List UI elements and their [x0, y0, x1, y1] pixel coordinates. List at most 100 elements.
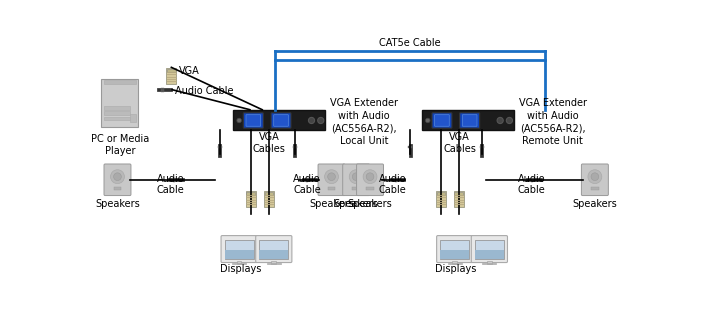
FancyBboxPatch shape: [581, 164, 608, 196]
Text: Audio Cable: Audio Cable: [175, 86, 234, 96]
Bar: [167, 69, 175, 72]
Bar: [246, 192, 255, 195]
FancyBboxPatch shape: [256, 236, 292, 262]
Circle shape: [308, 117, 315, 123]
Bar: [390, 178, 405, 181]
Bar: [104, 81, 136, 84]
Bar: [265, 192, 273, 195]
FancyBboxPatch shape: [437, 236, 473, 262]
FancyBboxPatch shape: [233, 110, 325, 131]
Bar: [168, 178, 184, 181]
Circle shape: [237, 118, 241, 123]
Circle shape: [114, 173, 121, 181]
FancyBboxPatch shape: [459, 113, 480, 128]
Circle shape: [591, 173, 599, 181]
Circle shape: [111, 170, 124, 183]
Text: Audio
Cable: Audio Cable: [518, 174, 545, 195]
Text: Displays: Displays: [220, 264, 261, 275]
Bar: [454, 192, 463, 195]
Circle shape: [497, 117, 503, 123]
Bar: [366, 187, 374, 190]
Bar: [114, 187, 121, 190]
Bar: [104, 106, 130, 110]
Text: Audio
Cable: Audio Cable: [293, 174, 321, 195]
FancyBboxPatch shape: [475, 250, 504, 259]
Bar: [104, 117, 130, 120]
Bar: [395, 178, 397, 182]
Bar: [480, 144, 484, 157]
FancyBboxPatch shape: [224, 240, 253, 259]
Bar: [480, 146, 484, 148]
FancyBboxPatch shape: [166, 68, 176, 84]
FancyBboxPatch shape: [221, 236, 257, 262]
FancyBboxPatch shape: [104, 164, 131, 196]
Bar: [487, 261, 492, 264]
Text: Audio
Cable: Audio Cable: [157, 174, 185, 195]
FancyBboxPatch shape: [436, 191, 446, 207]
Bar: [408, 146, 412, 148]
FancyBboxPatch shape: [475, 240, 504, 259]
Circle shape: [328, 173, 335, 181]
Bar: [267, 263, 280, 264]
Text: CAT5e Cable: CAT5e Cable: [379, 38, 441, 48]
Bar: [531, 178, 533, 182]
Bar: [130, 114, 136, 122]
Bar: [232, 263, 246, 264]
Circle shape: [366, 173, 374, 181]
Text: VGA Extender
with Audio
(AC556A-R2),
Remote Unit: VGA Extender with Audio (AC556A-R2), Rem…: [518, 98, 586, 146]
Circle shape: [363, 170, 377, 183]
Bar: [591, 187, 599, 190]
Circle shape: [317, 117, 324, 123]
FancyBboxPatch shape: [259, 240, 288, 259]
Bar: [157, 88, 172, 91]
Bar: [408, 144, 412, 157]
FancyBboxPatch shape: [454, 191, 464, 207]
Bar: [104, 111, 130, 115]
Text: PC or Media
Player: PC or Media Player: [91, 134, 149, 156]
FancyBboxPatch shape: [274, 115, 288, 126]
Bar: [302, 178, 317, 181]
FancyBboxPatch shape: [246, 115, 261, 126]
Circle shape: [588, 170, 602, 183]
Bar: [161, 88, 164, 92]
FancyBboxPatch shape: [271, 113, 291, 128]
Circle shape: [349, 170, 363, 183]
Circle shape: [352, 173, 360, 181]
Bar: [437, 192, 445, 195]
Bar: [237, 261, 241, 264]
Bar: [173, 178, 175, 182]
Text: Speakers: Speakers: [348, 199, 393, 209]
FancyBboxPatch shape: [422, 110, 514, 131]
Text: Speakers: Speakers: [334, 199, 378, 209]
Text: VGA
Cables: VGA Cables: [443, 132, 476, 154]
FancyBboxPatch shape: [440, 240, 469, 259]
FancyBboxPatch shape: [432, 113, 452, 128]
Circle shape: [324, 170, 339, 183]
Bar: [352, 187, 360, 190]
Text: Speakers: Speakers: [95, 199, 140, 209]
Bar: [448, 263, 462, 264]
Bar: [218, 146, 222, 148]
FancyBboxPatch shape: [259, 250, 288, 259]
Text: VGA
Cables: VGA Cables: [253, 132, 286, 154]
FancyBboxPatch shape: [435, 115, 449, 126]
FancyBboxPatch shape: [343, 164, 370, 196]
Text: Audio
Cable: Audio Cable: [378, 174, 406, 195]
FancyBboxPatch shape: [102, 79, 138, 127]
Bar: [271, 261, 276, 264]
FancyBboxPatch shape: [318, 164, 345, 196]
FancyBboxPatch shape: [244, 113, 263, 128]
Bar: [483, 263, 496, 264]
FancyBboxPatch shape: [471, 236, 508, 262]
FancyBboxPatch shape: [246, 191, 256, 207]
Text: VGA: VGA: [179, 66, 200, 76]
Bar: [306, 178, 308, 182]
FancyBboxPatch shape: [264, 191, 274, 207]
Text: Speakers: Speakers: [572, 199, 617, 209]
Circle shape: [425, 118, 430, 123]
Text: Speakers: Speakers: [309, 199, 354, 209]
FancyBboxPatch shape: [224, 250, 253, 259]
Circle shape: [506, 117, 513, 123]
Bar: [526, 178, 542, 181]
FancyBboxPatch shape: [440, 250, 469, 259]
